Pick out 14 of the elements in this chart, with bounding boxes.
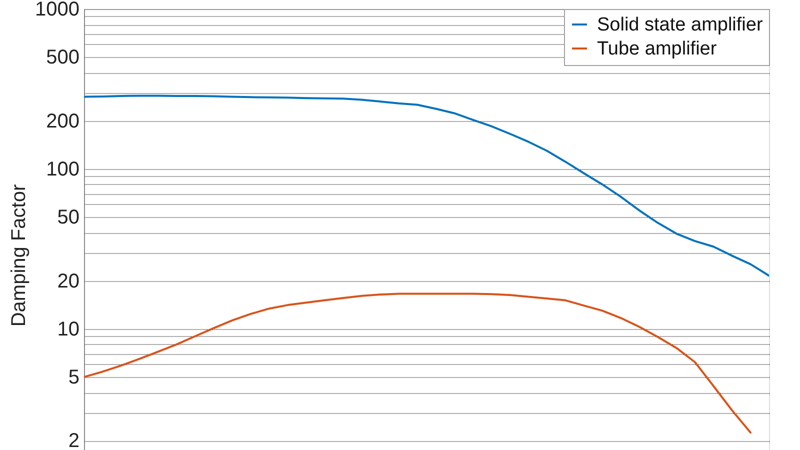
y-tick-label: 1000 xyxy=(35,0,80,20)
y-tick-label: 10 xyxy=(57,318,80,340)
legend-label: Tube amplifier xyxy=(597,38,718,60)
line-series xyxy=(84,94,769,277)
y-tick-label: 500 xyxy=(46,46,80,69)
y-tick-label: 20 xyxy=(57,270,80,292)
y-tick-label: 50 xyxy=(57,206,80,229)
line-series xyxy=(84,292,752,434)
y-axis-title: Damping Factor xyxy=(8,184,30,327)
y-tick-label: 200 xyxy=(46,110,80,132)
y-tick-label: 100 xyxy=(46,158,80,180)
y-tick-label: 2 xyxy=(68,430,80,450)
y-tick-label: 5 xyxy=(68,366,80,389)
legend-label: Solid state amplifier xyxy=(597,14,764,36)
